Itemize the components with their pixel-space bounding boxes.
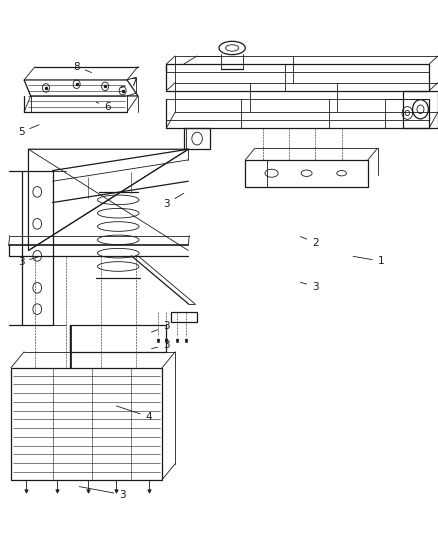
Text: 3: 3	[152, 341, 170, 350]
Text: 2: 2	[300, 237, 319, 247]
Text: 3: 3	[163, 193, 184, 208]
Text: 4: 4	[117, 406, 152, 422]
Text: 5: 5	[18, 125, 39, 137]
Text: 3: 3	[18, 257, 39, 267]
Text: 6: 6	[96, 102, 111, 111]
Text: 3: 3	[300, 282, 319, 292]
Text: 7: 7	[121, 78, 137, 88]
Text: 8: 8	[73, 62, 92, 72]
Text: 3: 3	[79, 487, 126, 499]
Text: 3: 3	[152, 321, 170, 332]
Text: 1: 1	[353, 256, 385, 266]
